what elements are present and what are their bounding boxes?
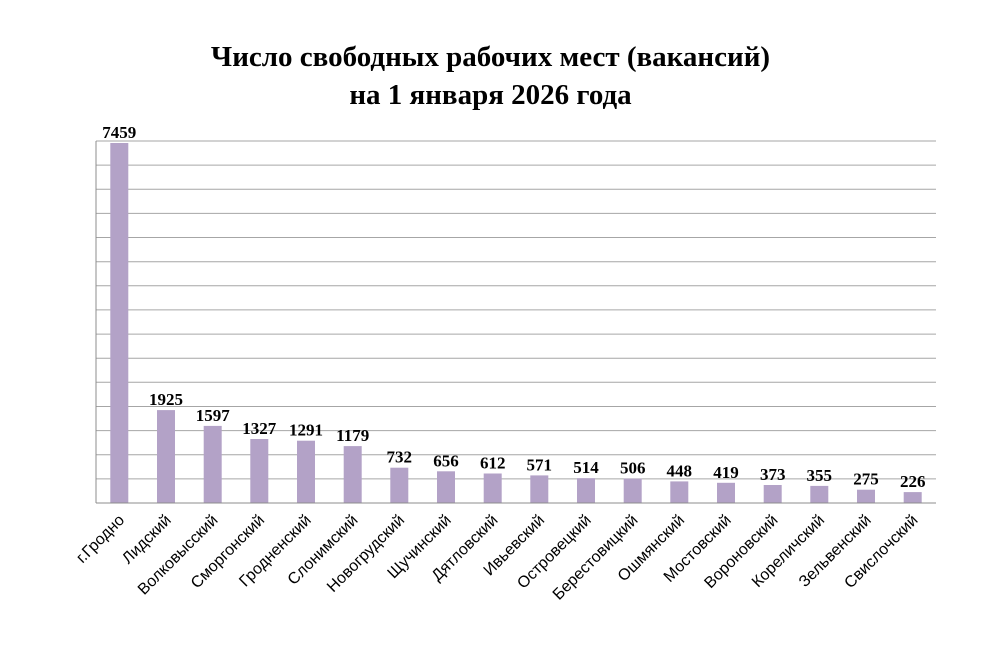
value-label: 1925 bbox=[149, 390, 183, 409]
value-label: 1597 bbox=[196, 406, 231, 425]
value-label: 514 bbox=[573, 458, 599, 477]
value-label: 1291 bbox=[289, 421, 323, 440]
bar bbox=[390, 467, 409, 503]
value-label: 275 bbox=[853, 470, 879, 489]
chart-title: Число свободных рабочих мест (вакансий) … bbox=[0, 38, 981, 114]
category-tick-label: Берестовицкий bbox=[550, 512, 642, 604]
bar bbox=[110, 143, 129, 503]
chart-title-line-1: Число свободных рабочих мест (вакансий) bbox=[210, 41, 771, 73]
value-label: 732 bbox=[387, 448, 413, 467]
bar bbox=[763, 485, 782, 503]
value-label: 571 bbox=[527, 455, 553, 474]
bars bbox=[110, 143, 922, 503]
category-tick-label: Волковысский bbox=[135, 512, 222, 599]
bar bbox=[857, 489, 875, 503]
bar bbox=[717, 482, 735, 503]
value-label: 7459 bbox=[102, 123, 136, 142]
bar bbox=[203, 425, 222, 503]
value-label: 355 bbox=[807, 466, 833, 485]
value-label: 506 bbox=[620, 459, 646, 478]
chart-title-line-2: на 1 января 2026 года bbox=[349, 79, 632, 111]
bar bbox=[530, 475, 549, 503]
bar bbox=[250, 439, 269, 503]
bar bbox=[623, 478, 642, 503]
bar bbox=[903, 492, 922, 503]
value-label: 373 bbox=[760, 465, 786, 484]
gridlines bbox=[96, 140, 936, 480]
bar bbox=[483, 473, 502, 503]
bar bbox=[157, 410, 175, 503]
value-label: 419 bbox=[713, 463, 739, 482]
value-label: 656 bbox=[433, 451, 459, 470]
category-tick-labels: г.ГродноЛидскийВолковысскийСморгонскийГр… bbox=[73, 512, 921, 604]
bar bbox=[670, 481, 689, 503]
value-label: 448 bbox=[667, 461, 693, 480]
value-label: 226 bbox=[900, 472, 926, 491]
value-label: 1327 bbox=[242, 419, 277, 438]
value-labels: 7459 1925 1597 1327 1291 1179 732 656 612 571 514 5… bbox=[102, 123, 925, 491]
bar bbox=[810, 485, 829, 503]
bar bbox=[437, 471, 455, 503]
category-tick-label: г.Гродно bbox=[73, 512, 128, 567]
axes bbox=[95, 141, 936, 504]
bar bbox=[577, 478, 595, 503]
value-label: 1179 bbox=[336, 426, 369, 445]
bar bbox=[343, 446, 362, 503]
bar bbox=[297, 440, 315, 503]
value-label: 612 bbox=[480, 454, 506, 473]
